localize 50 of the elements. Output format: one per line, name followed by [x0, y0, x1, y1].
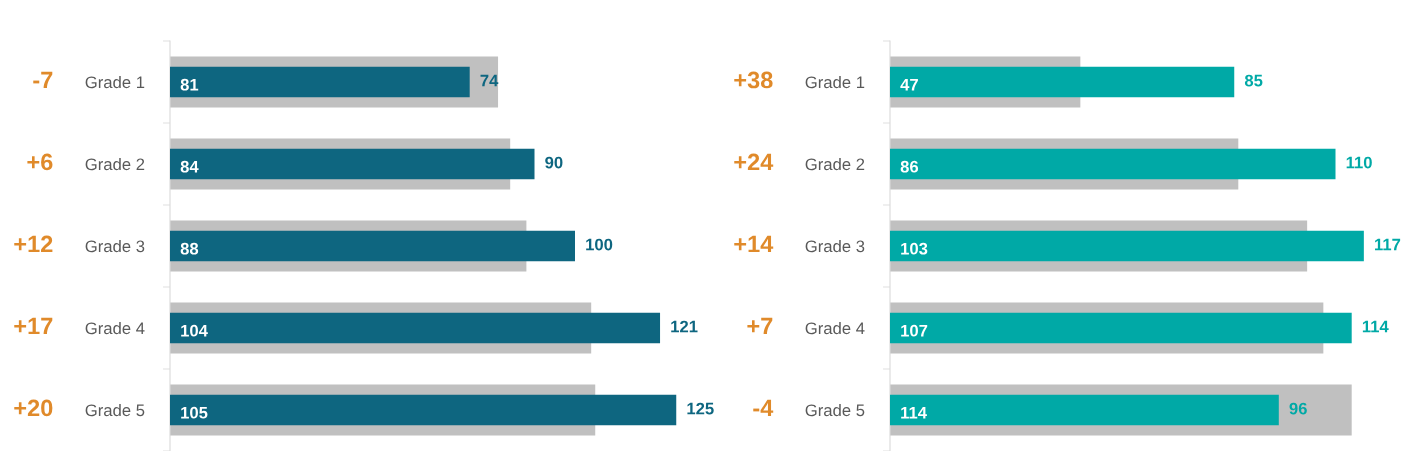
bar [890, 312, 1352, 344]
bar [890, 148, 1336, 180]
bar [170, 394, 677, 426]
y-tick-label: Grade 4 [805, 321, 865, 335]
y-tick-label: Grade 2 [85, 157, 145, 171]
data-label: 86 [900, 160, 919, 173]
y-tick-label: Grade 3 [85, 239, 145, 253]
data-label: 84 [180, 160, 199, 173]
data-label: 103 [901, 242, 928, 255]
data-label: 105 [181, 406, 208, 419]
bar [890, 394, 1279, 426]
bar [170, 312, 661, 344]
data-label: 114 [1362, 320, 1389, 333]
text: +7 [747, 317, 773, 335]
data-label: 117 [1375, 238, 1401, 251]
data-label: 114 [901, 406, 927, 419]
text: +12 [14, 235, 53, 253]
data-label: 100 [586, 238, 613, 251]
data-label: 88 [180, 242, 199, 255]
bar [170, 66, 470, 98]
y-tick-label: Grade 3 [805, 239, 865, 253]
text: -4 [753, 399, 774, 417]
data-label: 47 [900, 78, 918, 91]
bar [170, 148, 535, 180]
text: +6 [27, 153, 53, 171]
data-label: 74 [480, 74, 499, 87]
data-label: 125 [687, 402, 714, 415]
data-label: 81 [180, 78, 199, 91]
text: +20 [14, 399, 53, 417]
bar [890, 66, 1235, 98]
data-label: 85 [1244, 74, 1263, 87]
bar [170, 230, 575, 262]
text: +24 [734, 153, 774, 171]
data-label: 107 [901, 324, 928, 337]
data-label: 96 [1289, 402, 1307, 415]
y-tick-label: Grade 2 [805, 157, 865, 171]
y-tick-label: Grade 1 [85, 75, 145, 89]
bar [890, 230, 1364, 262]
y-tick-label: Grade 1 [805, 75, 865, 89]
data-label: 104 [181, 324, 208, 337]
text: +17 [14, 317, 53, 335]
data-label: 121 [671, 320, 698, 333]
y-tick-label: Grade 5 [85, 403, 145, 417]
text: -7 [33, 71, 53, 89]
y-tick-label: Grade 5 [805, 403, 865, 417]
data-label: 90 [545, 156, 563, 169]
data-label: 110 [1346, 156, 1372, 169]
text: +38 [734, 71, 773, 89]
y-tick-label: Grade 4 [85, 321, 145, 335]
text: +14 [734, 235, 774, 253]
